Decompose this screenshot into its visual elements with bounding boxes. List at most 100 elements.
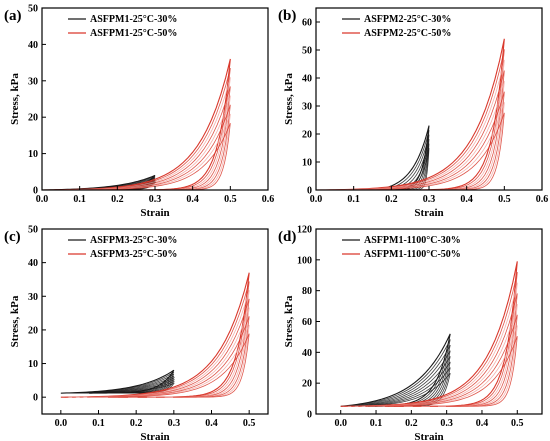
x-tick-label: 0.6 [262, 194, 275, 205]
panel-b: 0.0 0.1 0.2 0.3 0.4 0.5 0.6 0 10 20 30 40 50 60 Strain… [278, 7, 549, 219]
legend: ASFPM2-25°C-30% ASFPM2-25°C-50% [342, 14, 451, 39]
x-tick-label: 0.2 [385, 194, 398, 205]
legend-entry: ASFPM2-25°C-30% [364, 14, 451, 25]
loop-curve [338, 102, 505, 190]
loop-curve [53, 86, 231, 190]
loop-curve [87, 333, 250, 398]
x-tick-label: 0.3 [423, 194, 436, 205]
x-tick-label: 0.0 [334, 418, 347, 429]
y-tick-label: 40 [28, 40, 38, 51]
x-tick-label: 0.1 [73, 194, 86, 205]
y-tick-label: 50 [28, 4, 38, 15]
y-tick-label: 40 [28, 258, 38, 269]
x-axis-label: Strain [140, 431, 169, 441]
x-tick-label: 0.4 [205, 418, 218, 429]
y-tick-label: 30 [28, 292, 38, 303]
legend: ASFPM1-25°C-30% ASFPM1-25°C-50% [68, 14, 177, 39]
x-tick-label: 0.4 [476, 418, 489, 429]
x-tick-label: 0.4 [460, 194, 473, 205]
plot-area [340, 261, 518, 407]
y-tick-label: 80 [302, 286, 312, 297]
y-tick-label: 20 [302, 379, 312, 390]
panel-a: 0.0 0.1 0.2 0.3 0.4 0.5 0.6 0 10 20 30 40 50 Strain St… [4, 4, 274, 220]
x-tick-label: 0.6 [536, 194, 549, 205]
series-50pct [60, 272, 250, 398]
x-tick-label: 0.2 [405, 418, 418, 429]
series-30pct [340, 333, 451, 407]
y-tick-label: 120 [297, 225, 312, 236]
loop-curve [45, 68, 231, 190]
y-tick-label: 20 [302, 130, 312, 141]
y-tick-label: 0 [33, 393, 38, 404]
x-tick-label: 0.3 [168, 418, 181, 429]
series-50pct [42, 58, 231, 190]
y-axis-label: Stress, kPa [283, 295, 295, 347]
plot-frame [41, 228, 269, 415]
x-tick-label: 0.0 [55, 418, 68, 429]
series-30pct [60, 369, 175, 394]
loop-curve [42, 58, 231, 190]
loop-curve [49, 77, 231, 190]
y-axis-label: Stress, kPa [9, 295, 21, 347]
series-50pct [316, 38, 505, 190]
loop-curve [365, 336, 518, 407]
x-axis-label: Strain [140, 207, 169, 219]
y-tick-label: 10 [28, 359, 38, 370]
loop-curve [316, 38, 505, 190]
y-tick-label: 60 [302, 18, 312, 29]
y-tick-label: 20 [28, 113, 38, 124]
panel-label: (d) [278, 229, 296, 245]
legend-entry: ASFPM1-25°C-30% [90, 14, 177, 25]
x-tick-label: 0.4 [186, 194, 199, 205]
x-tick-label: 0.5 [243, 418, 256, 429]
loop-curve [331, 81, 505, 190]
x-tick-label: 0.5 [498, 194, 511, 205]
y-tick-label: 20 [28, 325, 38, 336]
legend: ASFPM1-1100°C-30% ASFPM1-1100°C-50% [342, 235, 461, 260]
legend-entry: ASFPM2-25°C-50% [364, 28, 451, 39]
panel-c: 0.0 0.1 0.2 0.3 0.4 0.5 0 10 20 30 40 50 Strain Stres… [4, 225, 269, 441]
y-axis-label: Stress, kPa [283, 73, 295, 125]
x-tick-label: 0.3 [440, 418, 453, 429]
y-tick-label: 40 [302, 348, 312, 359]
y-tick-label: 30 [28, 76, 38, 87]
x-tick-label: 0.5 [224, 194, 237, 205]
y-tick-label: 40 [302, 74, 312, 85]
y-tick-label: 0 [307, 186, 312, 197]
y-tick-label: 100 [297, 255, 312, 266]
x-tick-label: 0.0 [36, 194, 49, 205]
y-tick-label: 10 [302, 158, 312, 169]
y-tick-label: 0 [307, 410, 312, 421]
plot-area [316, 38, 505, 190]
x-tick-label: 0.3 [149, 194, 162, 205]
loop-curve [347, 282, 518, 407]
panel-label: (c) [4, 229, 21, 245]
series-50pct [340, 261, 518, 407]
loop-curve [344, 271, 518, 407]
x-tick-label: 0.0 [310, 194, 323, 205]
x-tick-label: 0.2 [111, 194, 124, 205]
loop-curve [60, 272, 250, 398]
y-tick-label: 30 [302, 102, 312, 113]
plot-area [42, 58, 231, 190]
legend-entry: ASFPM3-25°C-50% [90, 249, 177, 260]
legend-entry: ASFPM1-25°C-50% [90, 28, 177, 39]
x-tick-label: 0.1 [92, 418, 105, 429]
y-tick-label: 10 [28, 149, 38, 160]
panel-label: (a) [4, 8, 22, 24]
x-tick-label: 0.1 [347, 194, 360, 205]
legend-entry: ASFPM3-25°C-30% [90, 235, 177, 246]
y-tick-label: 50 [302, 46, 312, 57]
legend-entry: ASFPM1-1100°C-50% [364, 249, 461, 260]
y-axis-label: Stress, kPa [9, 73, 21, 125]
legend-entry: ASFPM1-1100°C-30% [364, 235, 461, 246]
plot-area [60, 272, 250, 398]
loop-curve [340, 261, 518, 407]
x-axis-label: Strain [414, 207, 443, 219]
x-tick-label: 0.2 [130, 418, 143, 429]
panel-label: (b) [278, 8, 296, 24]
x-tick-label: 0.1 [370, 418, 383, 429]
y-tick-label: 0 [33, 186, 38, 197]
y-tick-label: 50 [28, 225, 38, 236]
